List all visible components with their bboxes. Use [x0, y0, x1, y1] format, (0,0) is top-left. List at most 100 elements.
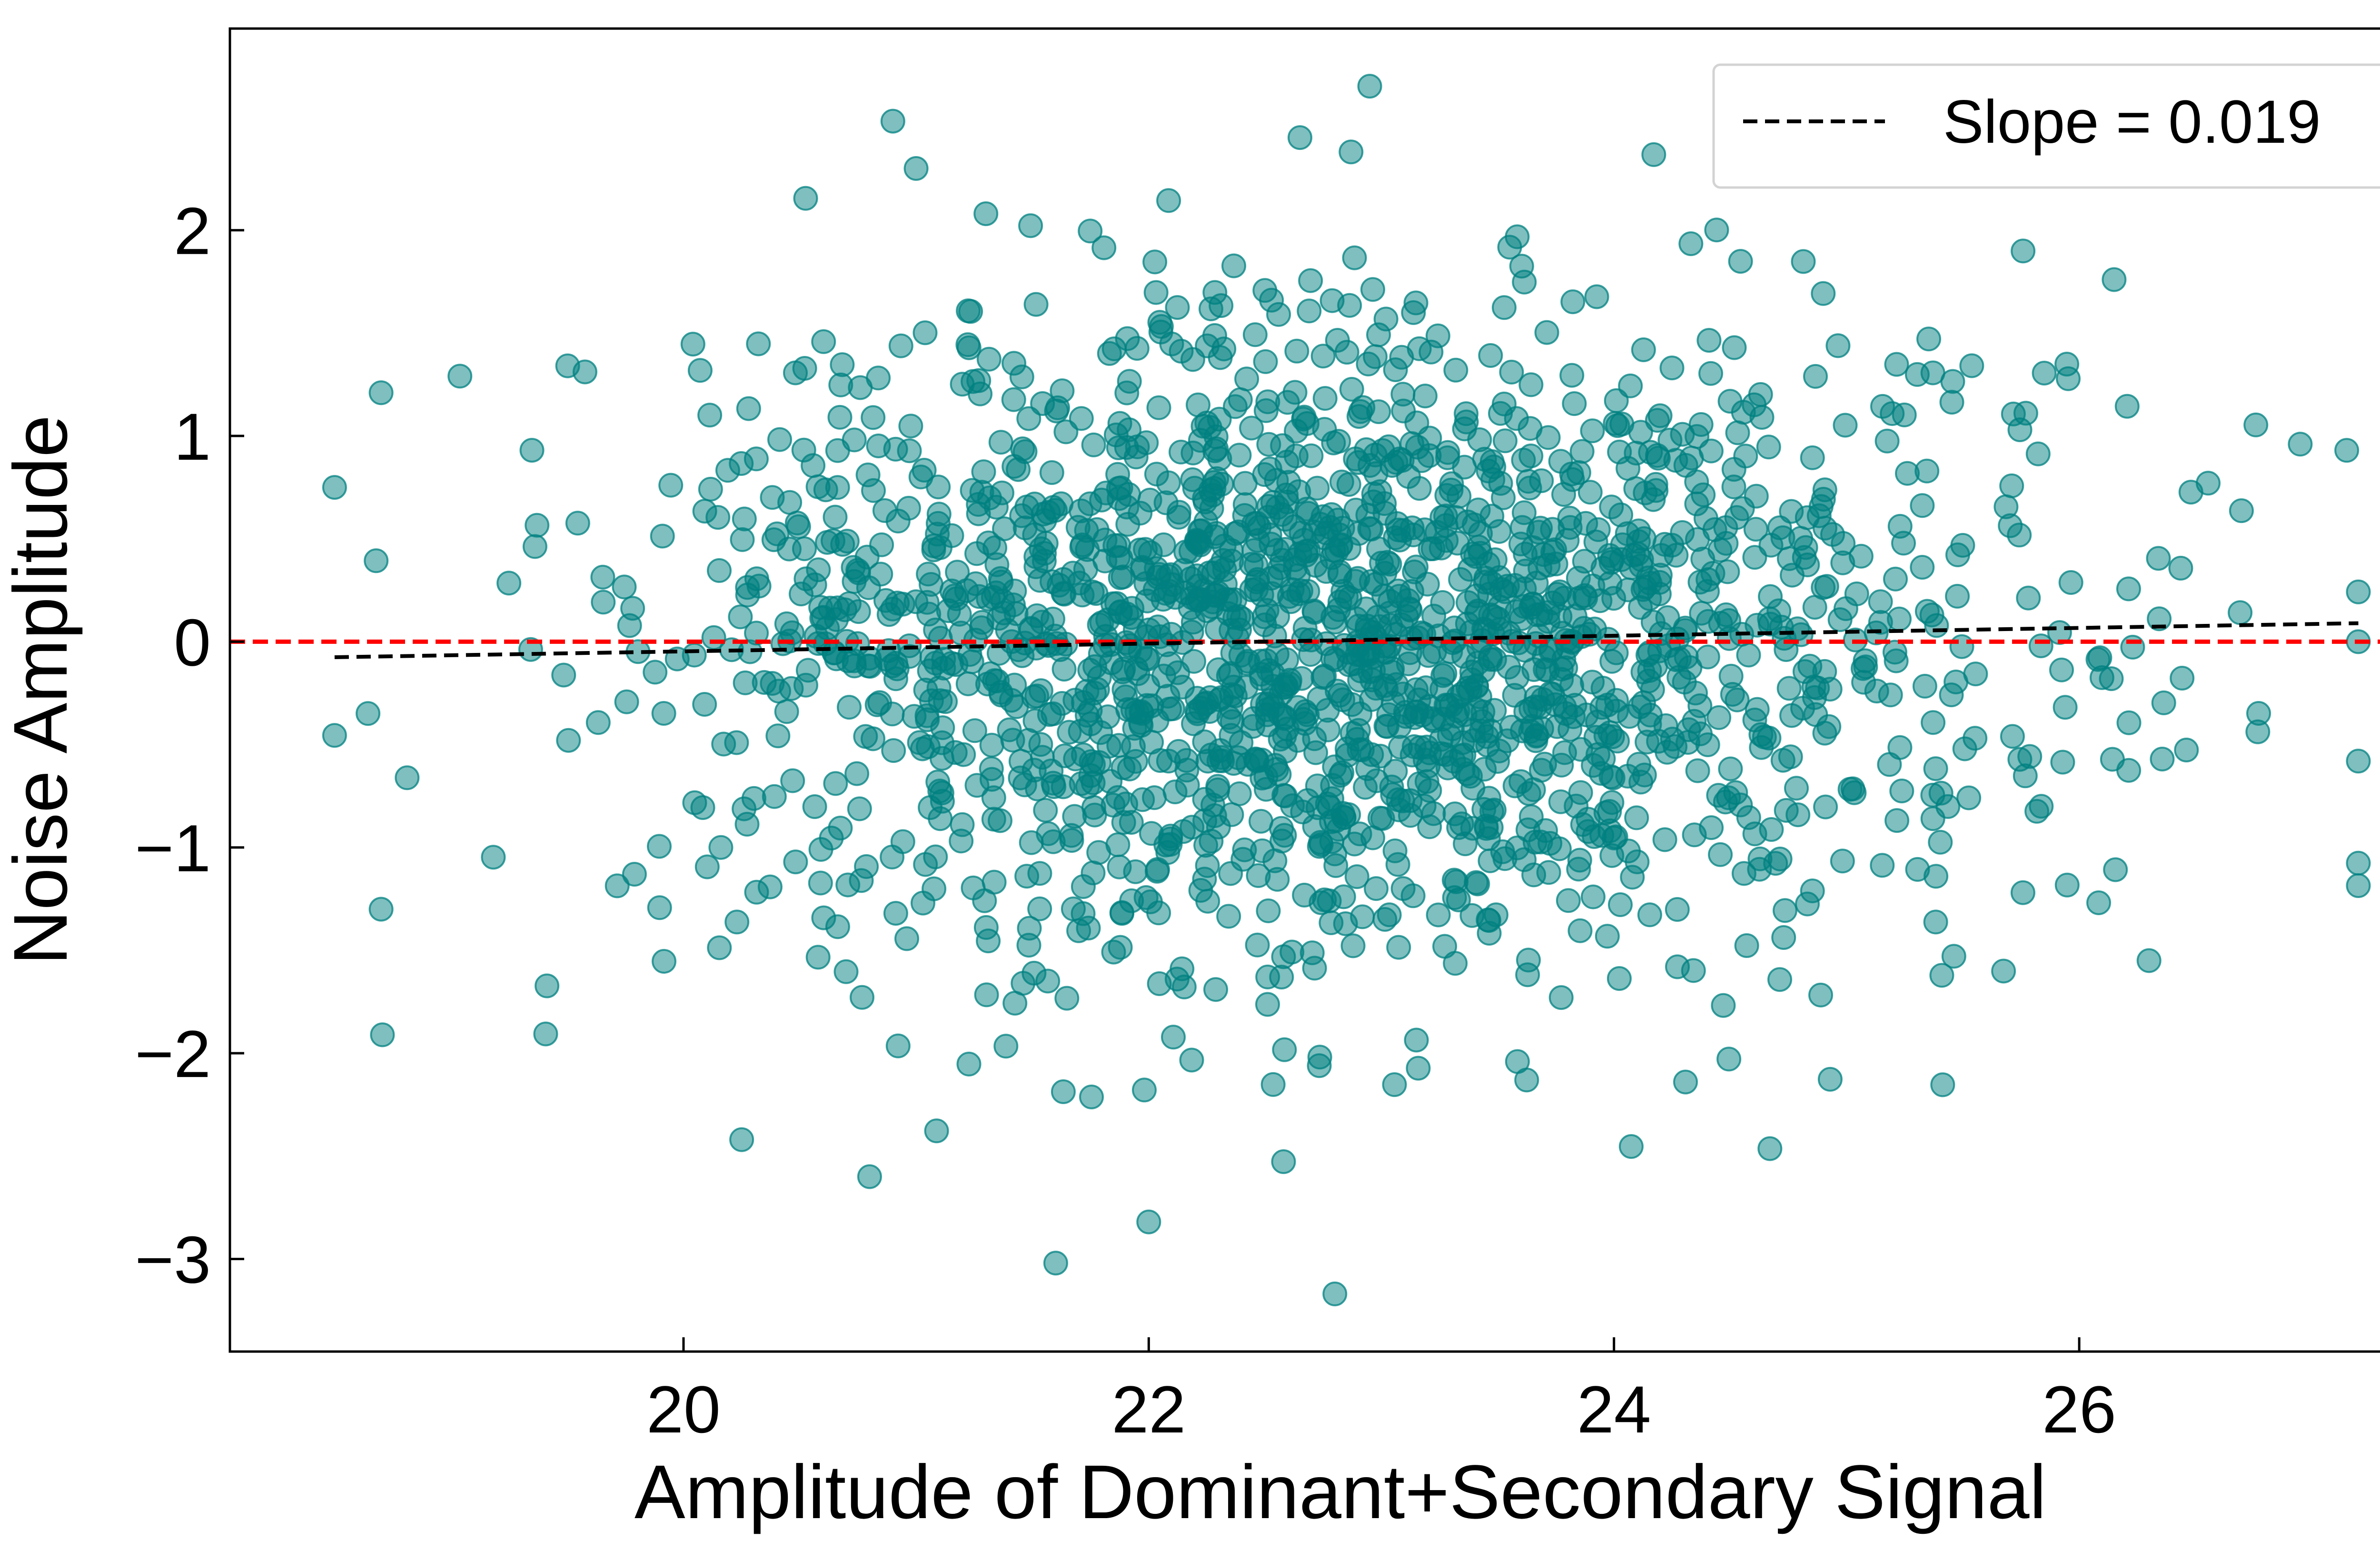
data-point: [1791, 249, 1816, 274]
data-point: [1041, 829, 1066, 854]
data-point: [1253, 349, 1278, 374]
data-point: [1258, 688, 1283, 713]
data-point: [916, 562, 941, 587]
data-point: [2178, 480, 2203, 505]
data-point: [1342, 831, 1367, 857]
data-point: [1718, 663, 1744, 689]
data-point: [1559, 363, 1585, 388]
data-point: [1998, 513, 2023, 538]
data-point: [861, 726, 885, 751]
data-point: [1505, 1049, 1530, 1074]
data-point: [2049, 657, 2074, 682]
data-point: [1219, 695, 1244, 720]
data-point: [1350, 395, 1376, 420]
data-point: [1227, 443, 1252, 468]
data-point: [972, 888, 997, 913]
data-point: [1390, 382, 1416, 407]
data-point: [1079, 1085, 1104, 1109]
data-point: [1734, 933, 1759, 958]
data-point: [1078, 218, 1103, 244]
data-point: [692, 499, 717, 524]
data-point: [1887, 735, 1913, 760]
data-point: [1718, 756, 1743, 781]
y-tick-label: −3: [135, 1222, 211, 1297]
data-point: [1274, 674, 1299, 699]
data-point: [922, 876, 947, 901]
data-point: [1199, 496, 1224, 521]
data-point: [1889, 779, 1914, 803]
data-point: [1543, 692, 1568, 717]
data-point: [1339, 139, 1364, 165]
data-point: [973, 201, 999, 227]
data-point: [2103, 857, 2128, 882]
data-point: [525, 513, 550, 538]
data-point: [1636, 669, 1661, 693]
data-point: [942, 740, 968, 765]
data-point: [364, 548, 389, 573]
data-point: [1000, 728, 1025, 753]
data-point: [1607, 439, 1632, 464]
data-point: [2025, 441, 2051, 466]
data-point: [1413, 384, 1438, 409]
data-point: [1477, 786, 1501, 811]
data-point: [1628, 420, 1653, 445]
data-point: [1222, 605, 1248, 630]
data-point: [1021, 684, 1046, 710]
data-point: [1769, 614, 1794, 640]
data-point: [651, 701, 676, 726]
data-point: [1357, 74, 1382, 99]
data-point: [1146, 395, 1171, 420]
data-point: [1111, 564, 1136, 590]
data-point: [1555, 528, 1580, 553]
data-point: [1730, 496, 1755, 521]
data-point: [1448, 743, 1474, 769]
data-point: [1833, 596, 1858, 621]
data-point: [1736, 805, 1761, 830]
data-point: [919, 644, 944, 670]
data-point: [1008, 749, 1033, 774]
data-point: [1371, 583, 1397, 609]
data-point: [2010, 880, 2035, 905]
x-tick-label: 26: [2042, 1372, 2116, 1447]
data-point: [1087, 665, 1112, 690]
data-point: [985, 668, 1010, 693]
data-point: [1721, 457, 1746, 482]
data-point: [1924, 613, 1949, 638]
data-point: [1600, 547, 1625, 572]
data-point: [1169, 339, 1194, 364]
data-point: [1249, 666, 1274, 691]
data-point: [1232, 503, 1257, 528]
data-point: [1808, 982, 1833, 1007]
data-point: [1229, 730, 1254, 755]
data-point: [1307, 686, 1332, 711]
data-point: [1728, 249, 1753, 274]
data-point: [572, 359, 597, 385]
data-point: [1511, 447, 1536, 473]
data-point: [1113, 791, 1139, 817]
data-point: [2243, 412, 2269, 437]
data-point: [1569, 439, 1595, 464]
data-point: [2001, 401, 2026, 426]
data-point: [605, 873, 630, 898]
data-point: [1198, 685, 1223, 710]
data-point: [1255, 964, 1280, 989]
data-point: [1448, 567, 1473, 592]
data-point: [556, 728, 581, 753]
data-point: [1228, 387, 1253, 412]
data-point: [1139, 693, 1164, 718]
data-point: [1142, 249, 1168, 275]
data-point: [928, 806, 953, 831]
data-point: [811, 329, 836, 354]
data-point: [1375, 550, 1400, 575]
data-point: [1382, 1072, 1407, 1097]
data-point: [1604, 388, 1629, 413]
data-point: [1608, 502, 1634, 527]
data-point: [1716, 1047, 1742, 1072]
data-point: [1420, 536, 1446, 562]
data-point: [1321, 430, 1346, 455]
data-point: [612, 574, 637, 600]
data-point: [842, 427, 867, 453]
data-point: [724, 909, 750, 935]
data-point: [1307, 1045, 1332, 1070]
data-point: [1344, 864, 1369, 889]
